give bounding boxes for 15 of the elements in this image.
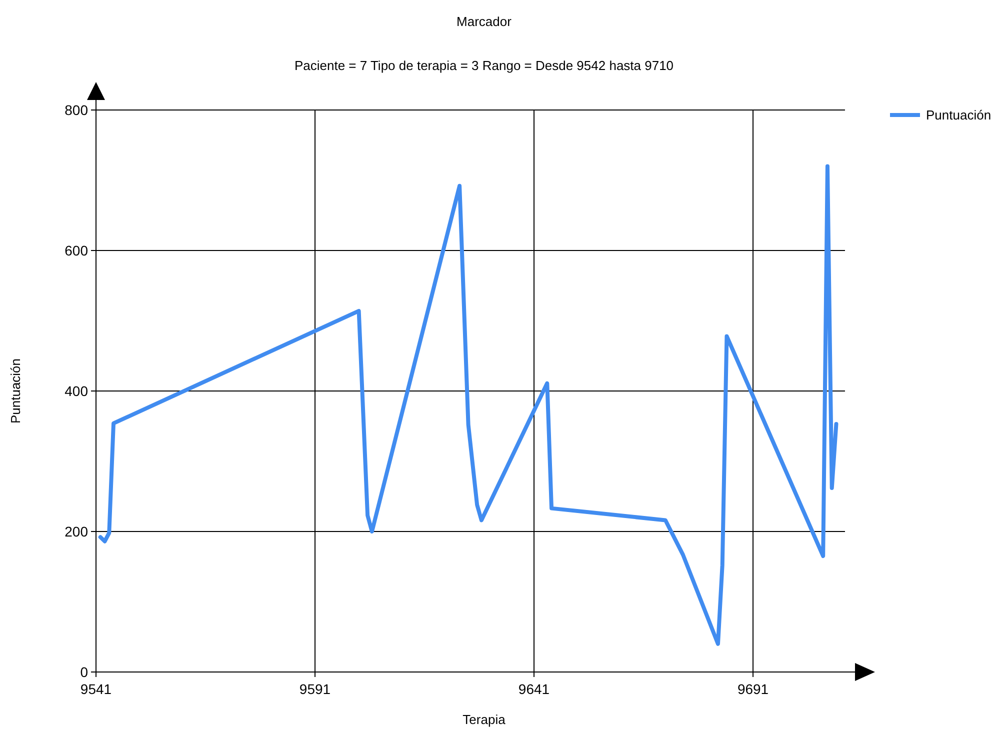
chart-title: Marcador: [456, 14, 512, 29]
y-axis-title: Puntuación: [8, 358, 23, 424]
y-tick-label: 800: [64, 102, 88, 118]
line-series: [98, 164, 838, 646]
y-tick-label: 200: [64, 523, 88, 540]
y-tick-label: 600: [64, 242, 88, 258]
y-tick-label: 400: [64, 382, 88, 399]
chart-subtitle: Paciente = 7 Tipo de terapia = 3 Rango = Desde 9542 hasta 9710: [294, 58, 674, 73]
x-tick-label: 9691: [737, 681, 769, 697]
legend-label: Puntuación: [926, 108, 992, 123]
x-tick-label: 9591: [299, 681, 331, 697]
x-axis-title: Terapia: [462, 712, 506, 727]
y-tick-label: 0: [80, 664, 88, 680]
x-tick-label: 9541: [80, 681, 112, 697]
x-tick-label: 9641: [518, 681, 550, 697]
